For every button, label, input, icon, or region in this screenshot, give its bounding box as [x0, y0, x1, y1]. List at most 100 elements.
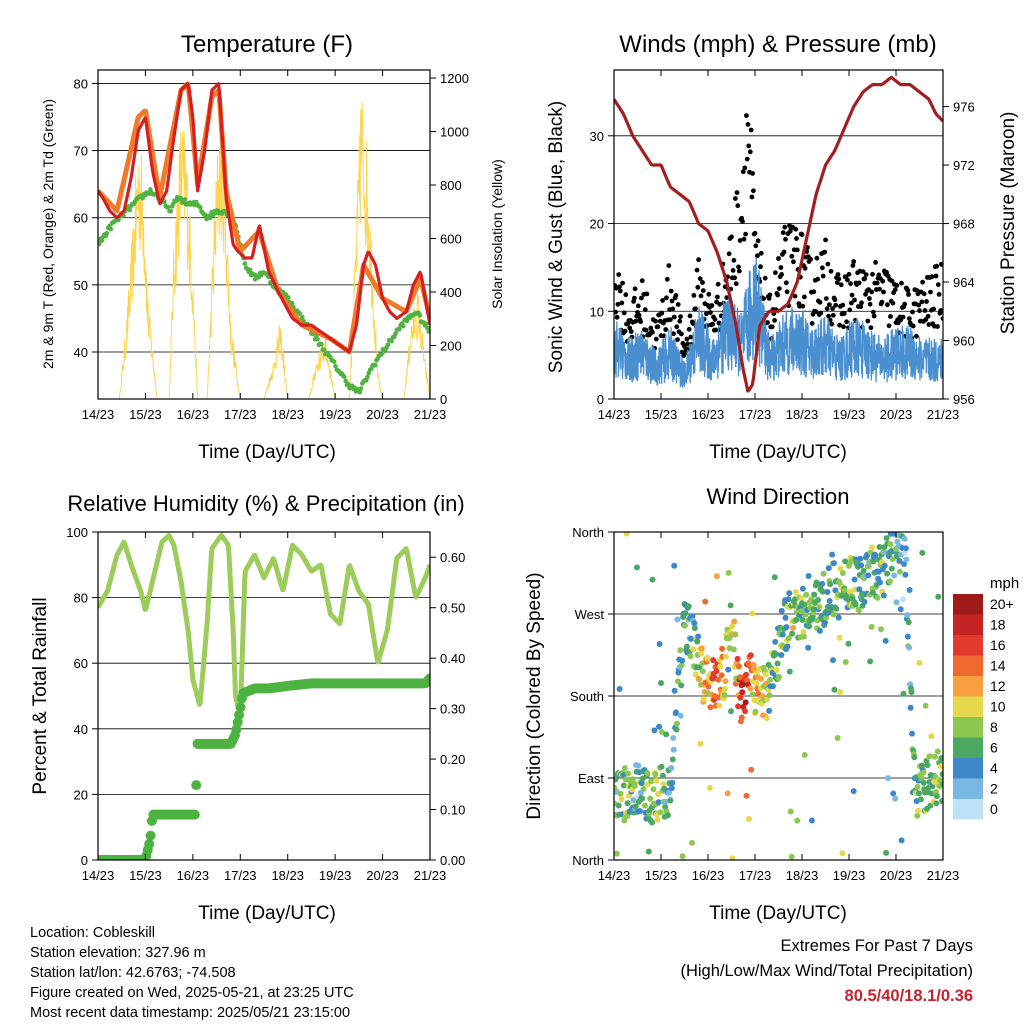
gust-point [793, 226, 799, 232]
gust-point [742, 165, 748, 171]
gust-point [693, 306, 698, 312]
direction-point [778, 652, 785, 658]
gust-point [820, 273, 826, 279]
direction-point [816, 627, 823, 634]
direction-point [732, 631, 739, 638]
gust-point [688, 334, 694, 340]
dewpoint-point [333, 363, 338, 369]
gust-point [675, 337, 680, 343]
direction-point [839, 570, 846, 576]
direction-point [888, 565, 895, 572]
direction-point [747, 652, 754, 659]
direction-point [856, 586, 863, 593]
sonic-wind-line [614, 257, 943, 388]
direction-point [682, 610, 689, 617]
direction-point [917, 796, 924, 803]
direction-point [928, 733, 935, 740]
gust-point [849, 292, 855, 298]
gust-point [850, 263, 856, 268]
direction-point [747, 685, 754, 692]
dewpoint-point [98, 241, 102, 247]
direction-point [892, 795, 899, 802]
humidity-ylabel: Percent & Total Rainfall [30, 597, 51, 794]
gust-point [867, 296, 872, 301]
humidity-xtick-label: 21/23 [414, 868, 447, 883]
direction-point [673, 726, 680, 733]
gust-point [925, 313, 931, 319]
direction-point [933, 800, 940, 807]
speed-legend-title: mph [990, 575, 1019, 592]
direction-point [738, 714, 745, 721]
direction-point [872, 552, 879, 559]
direction-point [654, 816, 661, 823]
direction-point [772, 638, 779, 645]
direction-point [674, 616, 681, 623]
extremes-values: 80.5/40/18.1/0.36 [844, 987, 973, 1005]
dewpoint-point [242, 261, 248, 266]
direction-point [830, 657, 836, 664]
dewpoint-point [417, 313, 423, 318]
direction-point [852, 601, 859, 608]
direction-point [887, 541, 894, 548]
gust-point [614, 314, 620, 320]
winds-xtick-label: 16/23 [692, 407, 725, 422]
temperature-ytick-label: 60 [74, 211, 88, 226]
direction-ytick-label: South [570, 689, 604, 704]
direction-point [773, 667, 780, 673]
direction-point [865, 572, 872, 579]
direction-point [655, 799, 662, 806]
gust-point [729, 234, 734, 240]
gust-point [697, 276, 703, 282]
direction-point [774, 660, 781, 667]
direction-point [719, 645, 726, 652]
gust-point [726, 251, 732, 257]
direction-point [900, 690, 907, 697]
direction-point [658, 680, 664, 686]
gust-point [811, 289, 817, 295]
latest-timestamp: Most recent data timestamp: 2025/05/21 2… [30, 1005, 351, 1021]
direction-ytick-label: East [578, 771, 604, 786]
direction-point [820, 570, 827, 577]
direction-point [694, 638, 701, 645]
direction-point [906, 644, 913, 651]
direction-point [725, 666, 732, 673]
gust-point [906, 292, 911, 297]
gust-point [715, 281, 721, 287]
temperature-ytick-label: 40 [74, 345, 88, 360]
gust-point [684, 336, 690, 342]
gust-point [670, 306, 676, 312]
direction-point [736, 663, 742, 670]
speed-legend-label: 20+ [990, 596, 1014, 612]
speed-legend-label: 4 [990, 760, 998, 776]
direction-point [639, 775, 646, 782]
direction-point [751, 666, 758, 672]
speed-legend-label: 18 [990, 617, 1006, 633]
gust-point [858, 304, 864, 310]
direction-point [870, 589, 876, 596]
gust-point [888, 314, 893, 319]
gust-point [838, 282, 844, 288]
station-latlon: Station lat/lon: 42.6763; -74.508 [30, 965, 236, 981]
direction-point [876, 544, 883, 550]
direction-point [635, 762, 642, 769]
gust-point [791, 259, 796, 265]
direction-point [656, 641, 663, 647]
winds-panel: Winds (mph) & Pressure (mb) 0 10 20 30 956 96… [546, 31, 1019, 463]
gust-point [900, 314, 906, 320]
temperature-y2tick-label: 0 [440, 392, 447, 407]
direction-point [882, 637, 889, 644]
direction-point [860, 567, 867, 574]
gust-point [828, 268, 834, 274]
direction-point [896, 558, 903, 564]
direction-point [632, 803, 639, 810]
direction-point [667, 797, 674, 804]
direction-point [670, 735, 677, 741]
speed-legend-swatch [953, 594, 983, 615]
gust-point [638, 319, 643, 325]
direction-point [857, 555, 864, 562]
direction-point [716, 702, 723, 709]
gust-point [894, 283, 900, 288]
gust-point [924, 299, 929, 304]
direction-point [670, 746, 677, 753]
gust-point [691, 293, 697, 298]
